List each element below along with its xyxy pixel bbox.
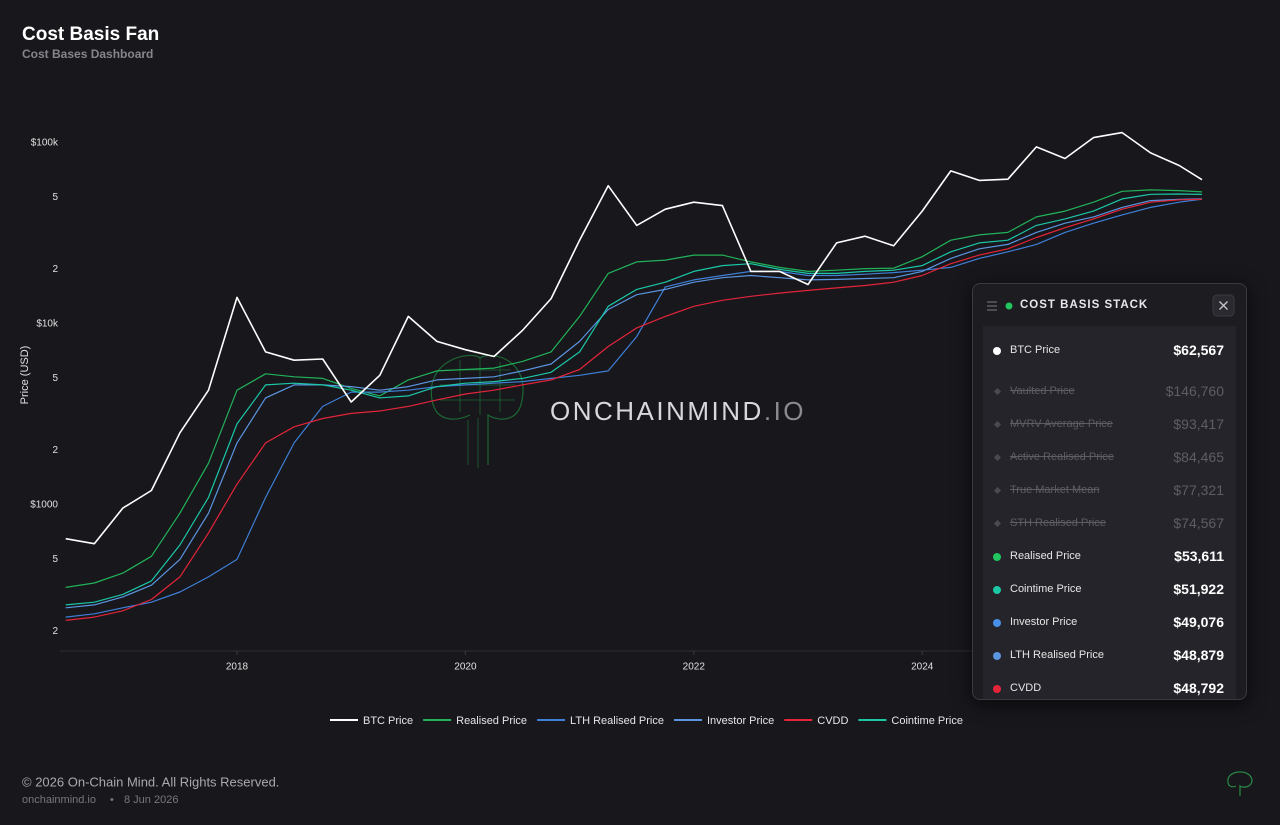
legend-label: LTH Realised Price [570,715,664,727]
row-label: Investor Price [1010,616,1078,628]
row-marker [993,387,1002,396]
row-value: $51,922 [1173,581,1224,597]
row-label: STH Realised Price [1010,517,1106,529]
row-label: Vaulted Price [1010,385,1075,397]
footer-logo [1227,771,1253,796]
row-marker [993,486,1002,495]
row-label: Cointime Price [1010,583,1082,595]
stack-row[interactable]: Investor Price $49,076 [983,611,1236,635]
status-dot [1005,302,1013,310]
footer-date: 8 Jun 2026 [124,794,178,806]
watermark-suffix: .IO [764,396,806,426]
stack-row[interactable]: Active Realised Price $84,465 [983,446,1236,470]
row-marker [993,652,1001,660]
panel-header: COST BASIS STACK [973,284,1246,326]
y-tick-label: 2 [52,626,58,637]
row-label: MVRV Average Price [1010,418,1113,430]
chart-subtitle: Cost Bases Dashboard [22,47,153,61]
legend-label: Investor Price [707,715,774,727]
row-marker [993,619,1001,627]
watermark-logo [430,354,524,468]
footer-site: onchainmind.io [22,794,96,806]
legend-label: Cointime Price [891,715,963,727]
y-tick-label: $100k [31,138,59,149]
stack-row[interactable]: BTC Price $62,567 [983,339,1236,363]
panel-body: BTC Price $62,567 Vaulted Price $146,760 MVR… [983,326,1236,699]
y-tick-label: $1000 [30,500,58,511]
stack-row[interactable]: STH Realised Price $74,567 [983,512,1236,536]
y-axis-label: Price (USD) [19,346,31,405]
chart-title: Cost Basis Fan [22,24,159,45]
row-value: $49,076 [1173,614,1224,630]
row-value: $48,792 [1173,680,1224,696]
series-line [65,198,1203,609]
row-label: Realised Price [1010,550,1081,562]
x-tick-label: 2024 [911,662,934,673]
row-label: LTH Realised Price [1010,649,1104,661]
menu-icon[interactable] [987,301,997,311]
y-tick-label: $10k [36,319,59,330]
row-value: $93,417 [1173,416,1224,432]
legend-label: BTC Price [363,715,413,727]
row-label: CVDD [1010,682,1042,694]
footer-copyright: © 2026 On-Chain Mind. All Rights Reserve… [22,774,279,789]
watermark-main: ONCHAINMIND [550,396,764,426]
stack-row[interactable]: True Market Mean $77,321 [983,479,1236,503]
y-tick-label: 2 [52,445,58,456]
row-value: $74,567 [1173,515,1224,531]
row-marker [993,347,1001,355]
row-value: $48,879 [1173,647,1224,663]
stack-row[interactable]: CVDD $48,792 [983,677,1236,699]
row-label: BTC Price [1010,344,1061,356]
row-marker [993,453,1002,462]
row-marker [993,586,1001,594]
series-line [65,131,1203,545]
y-tick-label: 5 [52,373,58,384]
row-marker [993,519,1002,528]
row-value: $84,465 [1173,449,1224,465]
legend-label: CVDD [817,715,848,727]
footer-separator: • [110,794,114,806]
stack-row[interactable]: Realised Price $53,611 [983,545,1236,569]
series-line [65,198,1203,621]
row-label: True Market Mean [1010,484,1100,496]
y-tick-label: 2 [52,264,58,275]
legend-label: Realised Price [456,715,527,727]
row-value: $77,321 [1173,482,1224,498]
stack-row[interactable]: LTH Realised Price $48,879 [983,644,1236,668]
x-tick-label: 2020 [454,662,477,673]
cost-basis-panel: COST BASIS STACK BTC Price $62,567 Vaulted… [972,283,1247,700]
y-tick-label: 5 [52,192,58,203]
x-tick-label: 2018 [226,662,249,673]
row-value: $62,567 [1173,342,1224,358]
row-label: Active Realised Price [1010,451,1114,463]
panel-header-icons [987,294,1235,317]
row-marker [993,553,1001,561]
row-value: $53,611 [1174,548,1224,564]
stack-row[interactable]: MVRV Average Price $93,417 [983,413,1236,437]
series-line [65,189,1203,588]
panel-title: COST BASIS STACK [1020,299,1149,311]
legend: BTC Price Realised Price LTH Realised Pric… [330,715,963,727]
row-value: $146,760 [1165,383,1224,399]
row-marker [993,420,1002,429]
watermark-text: ONCHAINMIND.IO [550,396,806,426]
x-tick-label: 2022 [683,662,706,673]
close-icon[interactable] [1219,301,1228,310]
stack-row[interactable]: Vaulted Price $146,760 [983,380,1236,404]
series-line [65,193,1203,606]
series-line [65,198,1203,618]
y-tick-label: 5 [52,554,58,565]
row-marker [993,685,1001,693]
stack-row[interactable]: Cointime Price $51,922 [983,578,1236,602]
